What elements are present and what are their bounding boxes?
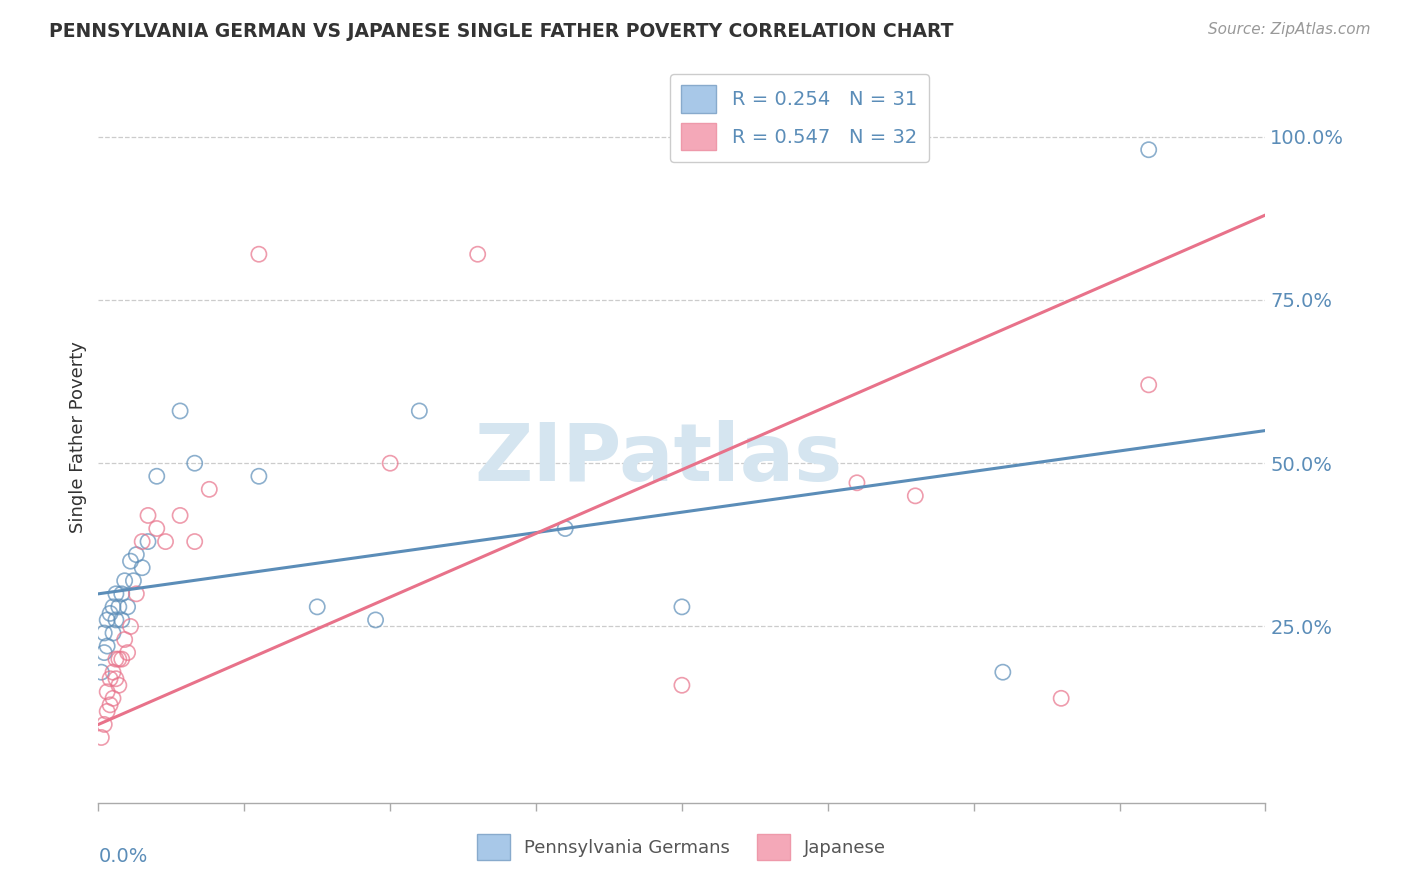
Point xyxy=(307,599,329,614)
Point xyxy=(111,652,134,666)
Point xyxy=(117,646,139,660)
Point xyxy=(98,698,121,712)
Point xyxy=(111,587,134,601)
Point xyxy=(671,678,693,692)
Point xyxy=(247,247,270,261)
Point xyxy=(467,247,489,261)
Point xyxy=(198,483,221,497)
Point xyxy=(101,626,124,640)
Point xyxy=(1050,691,1073,706)
Point xyxy=(90,665,112,680)
Point xyxy=(104,587,127,601)
Point xyxy=(96,639,118,653)
Text: Source: ZipAtlas.com: Source: ZipAtlas.com xyxy=(1208,22,1371,37)
Point xyxy=(131,560,153,574)
Point xyxy=(96,685,118,699)
Point xyxy=(408,404,430,418)
Point xyxy=(1137,143,1160,157)
Point xyxy=(96,613,118,627)
Point xyxy=(101,691,124,706)
Text: PENNSYLVANIA GERMAN VS JAPANESE SINGLE FATHER POVERTY CORRELATION CHART: PENNSYLVANIA GERMAN VS JAPANESE SINGLE F… xyxy=(49,22,953,41)
Point xyxy=(125,587,148,601)
Point xyxy=(146,469,169,483)
Point xyxy=(104,672,127,686)
Point xyxy=(155,534,177,549)
Point xyxy=(136,534,159,549)
Point xyxy=(554,521,576,535)
Point xyxy=(131,534,153,549)
Point xyxy=(120,554,142,568)
Point xyxy=(108,652,131,666)
Point xyxy=(93,717,115,731)
Point xyxy=(380,456,402,470)
Point xyxy=(108,678,131,692)
Point xyxy=(98,672,121,686)
Point xyxy=(120,619,142,633)
Point xyxy=(247,469,270,483)
Point xyxy=(169,404,191,418)
Point xyxy=(125,548,148,562)
Point xyxy=(96,705,118,719)
Point xyxy=(114,574,136,588)
Point xyxy=(101,665,124,680)
Point xyxy=(904,489,927,503)
Point xyxy=(1137,377,1160,392)
Point xyxy=(146,521,169,535)
Text: 0.0%: 0.0% xyxy=(98,847,148,866)
Point xyxy=(101,599,124,614)
Point xyxy=(846,475,869,490)
Legend: Pennsylvania Germans, Japanese: Pennsylvania Germans, Japanese xyxy=(470,827,894,867)
Point xyxy=(90,731,112,745)
Point xyxy=(991,665,1014,680)
Point xyxy=(93,626,115,640)
Point xyxy=(104,613,127,627)
Point xyxy=(108,599,131,614)
Point xyxy=(136,508,159,523)
Point xyxy=(183,534,205,549)
Point xyxy=(111,613,134,627)
Point xyxy=(114,632,136,647)
Point xyxy=(364,613,387,627)
Point xyxy=(183,456,205,470)
Y-axis label: Single Father Poverty: Single Father Poverty xyxy=(69,341,87,533)
Point xyxy=(671,599,693,614)
Text: ZIPatlas: ZIPatlas xyxy=(474,420,842,498)
Point xyxy=(93,646,115,660)
Point xyxy=(98,607,121,621)
Point xyxy=(104,652,127,666)
Point xyxy=(169,508,191,523)
Point xyxy=(117,599,139,614)
Point xyxy=(122,574,145,588)
